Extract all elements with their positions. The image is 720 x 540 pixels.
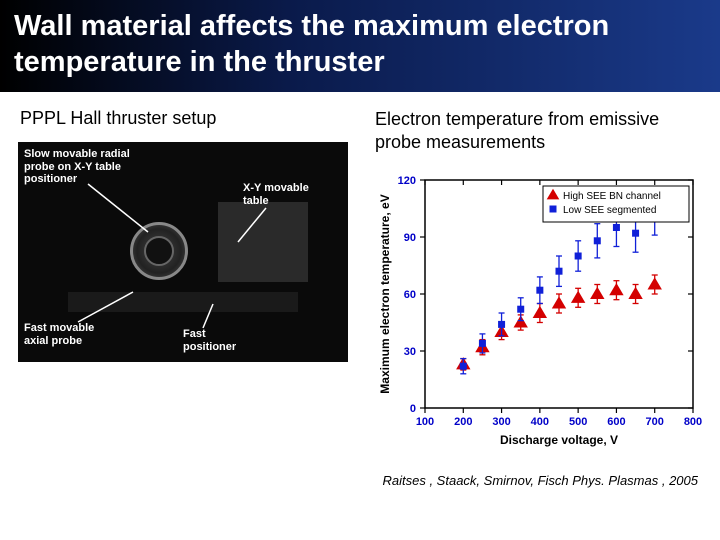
slide-title: Wall material affects the maximum electr… — [14, 8, 706, 81]
svg-text:300: 300 — [492, 416, 510, 428]
content-area: PPPL Hall thruster setup Electron temper… — [0, 100, 720, 500]
photo-label-axial-probe: Fast movableaxial probe — [24, 322, 94, 347]
svg-text:800: 800 — [684, 416, 702, 428]
svg-text:Low SEE segmented: Low SEE segmented — [563, 205, 656, 216]
svg-text:120: 120 — [398, 175, 416, 187]
svg-text:60: 60 — [404, 289, 416, 301]
svg-text:400: 400 — [531, 416, 549, 428]
svg-text:200: 200 — [454, 416, 472, 428]
photo-label-fast-positioner: Fastpositioner — [183, 328, 236, 353]
svg-text:700: 700 — [646, 416, 664, 428]
svg-text:High SEE BN channel: High SEE BN channel — [563, 191, 661, 202]
electron-temp-chart: 100 200 300 400 500 600 700 800 0 30 60 90 120 Discha… — [375, 170, 705, 450]
svg-text:0: 0 — [410, 403, 416, 415]
right-caption: Electron temperature from emissive probe… — [375, 108, 695, 153]
photo-label-radial-probe: Slow movable radialprobe on X-Y tablepos… — [24, 148, 130, 186]
chart-svg: 100 200 300 400 500 600 700 800 0 30 60 90 120 Discha… — [375, 170, 705, 450]
photo-label-xy-table: X-Y movabletable — [243, 182, 309, 207]
setup-photo: Slow movable radialprobe on X-Y tablepos… — [18, 142, 348, 362]
svg-text:100: 100 — [416, 416, 434, 428]
svg-text:90: 90 — [404, 232, 416, 244]
svg-text:30: 30 — [404, 346, 416, 358]
svg-text:600: 600 — [607, 416, 625, 428]
svg-text:Maximum electron temperature,: Maximum electron temperature, eV — [378, 194, 392, 393]
svg-text:Discharge voltage, V: Discharge voltage, V — [500, 433, 618, 447]
citation: Raitses , Staack, Smirnov, Fisch Phys. P… — [383, 473, 699, 488]
title-bar: Wall material affects the maximum electr… — [0, 0, 720, 92]
left-caption: PPPL Hall thruster setup — [20, 108, 216, 129]
svg-text:500: 500 — [569, 416, 587, 428]
